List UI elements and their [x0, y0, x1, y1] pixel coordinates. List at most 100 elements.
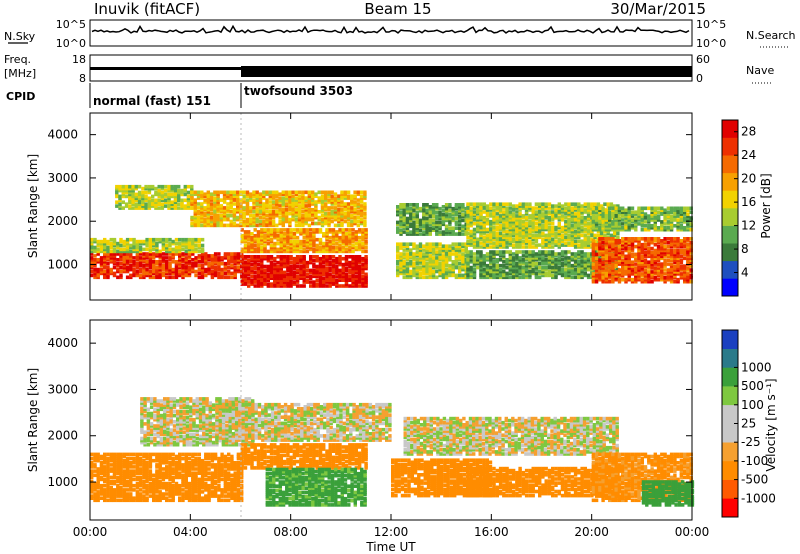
- heatmap-cell: [131, 194, 135, 199]
- heatmap-cell: [315, 243, 319, 248]
- heatmap-cell: [573, 221, 578, 226]
- heatmap-cell: [531, 214, 535, 218]
- heatmap-cell: [164, 192, 168, 197]
- heatmap-cell: [479, 261, 483, 266]
- heatmap-cell: [236, 252, 241, 256]
- heatmap-cell: [232, 213, 237, 218]
- heatmap-cell: [194, 247, 198, 252]
- heatmap-cell: [524, 208, 529, 212]
- heatmap-cell: [335, 245, 339, 250]
- heatmap-cell: [640, 272, 644, 276]
- heatmap-cell: [608, 276, 612, 280]
- heatmap-cell: [338, 258, 342, 263]
- heatmap-cell: [570, 212, 574, 216]
- heatmap-cell: [630, 246, 635, 251]
- heatmap-cell: [435, 224, 439, 229]
- heatmap-cell: [236, 267, 241, 272]
- heatmap-cell: [356, 204, 360, 208]
- heatmap-cell: [485, 208, 490, 212]
- heatmap-cell: [304, 196, 308, 200]
- heatmap-cell: [253, 262, 257, 267]
- heatmap-cell: [498, 239, 503, 243]
- heatmap-cell: [256, 258, 261, 263]
- heatmap-cell: [451, 260, 455, 264]
- heatmap-cell: [129, 237, 133, 242]
- heatmap-cell: [258, 210, 263, 214]
- heatmap-cell: [311, 198, 315, 202]
- heatmap-cell: [119, 252, 123, 256]
- heatmap-cell: [653, 237, 657, 241]
- freq-label-1: Freq.: [4, 53, 31, 66]
- heatmap-cell: [200, 202, 204, 206]
- heatmap-cell: [145, 243, 149, 248]
- heatmap-cell: [230, 260, 234, 264]
- heatmap-cell: [242, 200, 246, 204]
- heatmap-cell: [544, 225, 548, 230]
- heatmap-cell: [324, 219, 328, 224]
- heatmap-cell: [573, 271, 578, 276]
- heatmap-cell: [469, 260, 473, 264]
- heatmap-cell: [621, 246, 625, 251]
- heatmap-cell: [302, 243, 306, 248]
- heatmap-cell: [554, 212, 558, 216]
- heatmap-cell: [431, 248, 436, 252]
- heatmap-cell: [229, 198, 233, 202]
- heatmap-cell: [222, 206, 227, 210]
- heatmap-cell: [344, 284, 349, 288]
- heatmap-cell: [435, 230, 439, 234]
- heatmap-cell: [399, 260, 403, 264]
- heatmap-cell: [158, 249, 162, 254]
- heatmap-cell: [564, 212, 568, 216]
- heatmap-cell: [171, 247, 175, 252]
- heatmap-cell: [601, 268, 605, 272]
- heatmap-cell: [174, 271, 179, 276]
- heatmap-cell: [361, 280, 365, 284]
- heatmap-cell: [531, 206, 535, 210]
- heatmap-cell: [341, 237, 345, 242]
- heatmap-cell: [492, 225, 496, 230]
- heatmap-cell: [448, 205, 452, 209]
- heatmap-cell: [448, 212, 452, 217]
- heatmap-cell: [405, 271, 410, 276]
- heatmap-cell: [154, 204, 158, 208]
- heatmap-cell: [531, 235, 535, 240]
- heatmap-cell: [351, 228, 355, 232]
- heatmap-cell: [498, 231, 503, 236]
- heatmap-cell: [206, 217, 210, 222]
- heatmap-cell: [135, 254, 140, 258]
- heatmap-cell: [640, 250, 644, 255]
- heatmap-cell: [315, 282, 319, 286]
- heatmap-cell: [428, 205, 432, 209]
- heatmap-cell: [263, 282, 267, 286]
- heatmap-cell: [590, 231, 594, 236]
- heatmap-cell: [302, 239, 306, 244]
- heatmap-cell: [586, 204, 591, 208]
- heatmap-cell: [489, 225, 493, 230]
- heatmap-cell: [266, 274, 270, 279]
- heatmap-cell: [119, 256, 123, 260]
- heatmap-cell: [327, 217, 331, 222]
- heatmap-cell: [227, 254, 231, 258]
- heatmap-cell: [451, 263, 455, 268]
- heatmap-cell: [359, 196, 364, 200]
- heatmap-cell: [518, 239, 522, 243]
- heatmap-cell: [226, 202, 230, 206]
- heatmap-cell: [328, 228, 332, 232]
- heatmap-cell: [279, 243, 283, 248]
- heatmap-cell: [129, 260, 133, 264]
- heatmap-cell: [268, 192, 272, 196]
- heatmap-cell: [564, 208, 568, 212]
- heatmap-cell: [482, 227, 486, 232]
- heatmap-cell: [112, 258, 117, 262]
- heatmap-cell: [243, 272, 248, 277]
- heatmap-cell: [573, 204, 578, 208]
- heatmap-cell: [184, 252, 188, 256]
- heatmap-cell: [122, 256, 126, 260]
- heatmap-cell: [148, 265, 153, 270]
- heatmap-cell: [637, 270, 641, 274]
- heatmap-cell: [148, 249, 153, 254]
- heatmap-cell: [304, 206, 308, 210]
- heatmap-cell: [428, 226, 432, 230]
- heatmap-cell: [454, 254, 459, 258]
- heatmap-cell: [538, 269, 542, 274]
